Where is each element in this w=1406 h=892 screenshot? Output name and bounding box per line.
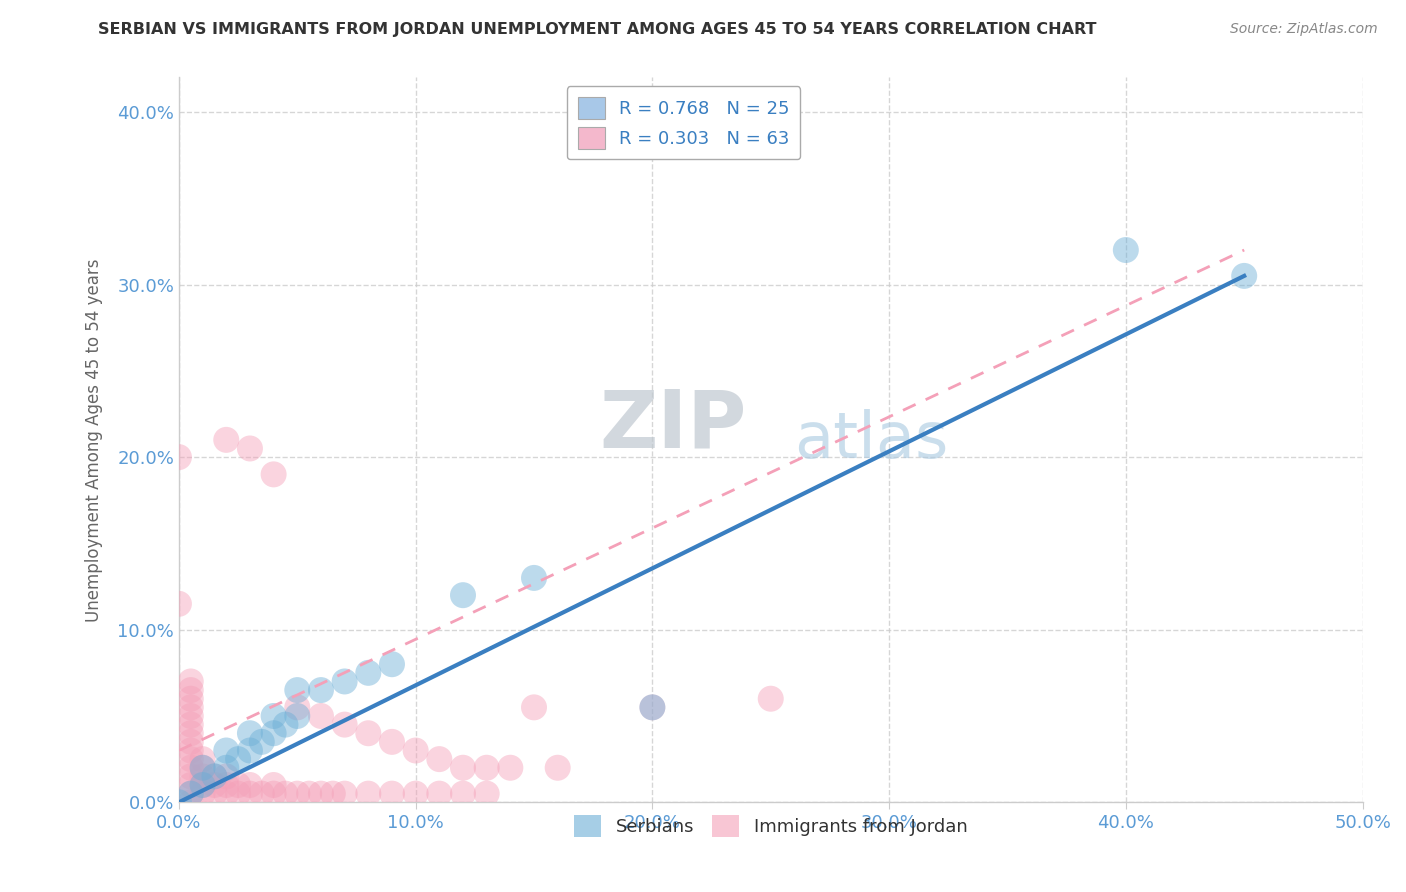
Point	[309, 787, 332, 801]
Point	[180, 700, 202, 714]
Point	[180, 726, 202, 740]
Point	[226, 778, 249, 792]
Point	[180, 735, 202, 749]
Point	[1115, 243, 1137, 257]
Point	[475, 761, 498, 775]
Point	[263, 467, 285, 482]
Point	[239, 787, 262, 801]
Point	[180, 761, 202, 775]
Point	[180, 769, 202, 783]
Point	[641, 700, 664, 714]
Point	[239, 726, 262, 740]
Point	[427, 752, 450, 766]
Point	[357, 726, 380, 740]
Legend: Serbians, Immigrants from Jordan: Serbians, Immigrants from Jordan	[567, 807, 974, 844]
Point	[333, 674, 356, 689]
Point	[405, 787, 427, 801]
Point	[204, 787, 226, 801]
Point	[263, 726, 285, 740]
Point	[274, 717, 297, 731]
Point	[215, 778, 238, 792]
Point	[180, 691, 202, 706]
Point	[451, 761, 474, 775]
Point	[250, 787, 273, 801]
Point	[759, 691, 782, 706]
Point	[215, 769, 238, 783]
Point	[357, 665, 380, 680]
Point	[191, 787, 214, 801]
Point	[215, 433, 238, 447]
Point	[641, 700, 664, 714]
Point	[180, 743, 202, 757]
Point	[309, 683, 332, 698]
Point	[298, 787, 321, 801]
Point	[523, 700, 546, 714]
Point	[263, 787, 285, 801]
Point	[475, 787, 498, 801]
Point	[226, 787, 249, 801]
Point	[239, 442, 262, 456]
Point	[322, 787, 344, 801]
Point	[180, 787, 202, 801]
Point	[263, 778, 285, 792]
Point	[167, 597, 190, 611]
Point	[309, 709, 332, 723]
Text: Source: ZipAtlas.com: Source: ZipAtlas.com	[1230, 22, 1378, 37]
Point	[180, 683, 202, 698]
Point	[167, 795, 190, 809]
Point	[180, 709, 202, 723]
Point	[215, 761, 238, 775]
Point	[451, 588, 474, 602]
Point	[204, 769, 226, 783]
Point	[191, 778, 214, 792]
Point	[285, 683, 308, 698]
Point	[1233, 268, 1256, 283]
Point	[263, 709, 285, 723]
Point	[333, 787, 356, 801]
Point	[215, 743, 238, 757]
Point	[427, 787, 450, 801]
Point	[405, 743, 427, 757]
Point	[285, 709, 308, 723]
Point	[239, 743, 262, 757]
Point	[167, 450, 190, 464]
Point	[180, 778, 202, 792]
Point	[180, 674, 202, 689]
Point	[547, 761, 569, 775]
Point	[191, 761, 214, 775]
Point	[357, 787, 380, 801]
Point	[274, 787, 297, 801]
Y-axis label: Unemployment Among Ages 45 to 54 years: Unemployment Among Ages 45 to 54 years	[86, 258, 103, 622]
Point	[191, 752, 214, 766]
Point	[285, 787, 308, 801]
Point	[191, 761, 214, 775]
Point	[451, 787, 474, 801]
Point	[215, 787, 238, 801]
Point	[523, 571, 546, 585]
Text: SERBIAN VS IMMIGRANTS FROM JORDAN UNEMPLOYMENT AMONG AGES 45 TO 54 YEARS CORRELA: SERBIAN VS IMMIGRANTS FROM JORDAN UNEMPL…	[98, 22, 1097, 37]
Point	[250, 735, 273, 749]
Point	[204, 778, 226, 792]
Point	[239, 778, 262, 792]
Point	[285, 700, 308, 714]
Point	[180, 717, 202, 731]
Point	[381, 735, 404, 749]
Point	[381, 787, 404, 801]
Point	[191, 778, 214, 792]
Point	[180, 795, 202, 809]
Point	[381, 657, 404, 672]
Point	[204, 769, 226, 783]
Point	[226, 752, 249, 766]
Text: atlas: atlas	[794, 409, 949, 471]
Point	[333, 717, 356, 731]
Point	[499, 761, 522, 775]
Point	[180, 752, 202, 766]
Point	[191, 769, 214, 783]
Point	[180, 787, 202, 801]
Text: ZIP: ZIP	[600, 386, 747, 465]
